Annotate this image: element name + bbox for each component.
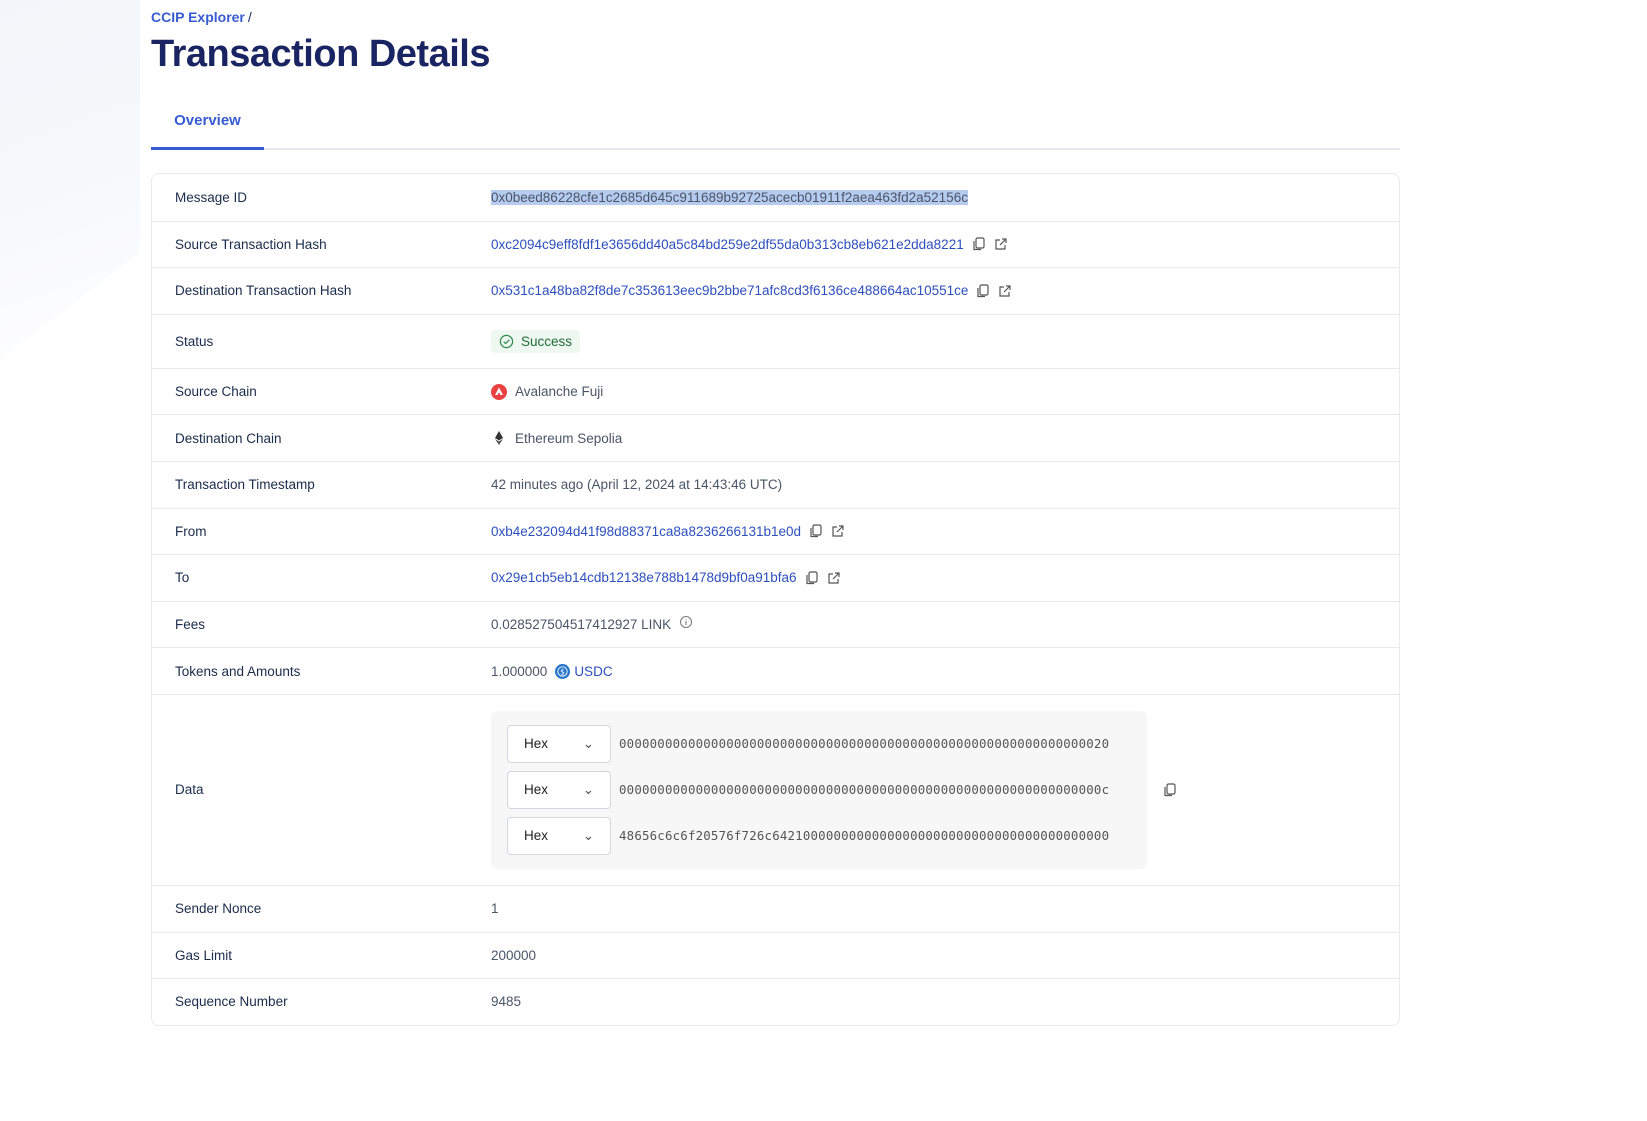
breadcrumb-separator: / (247, 9, 252, 25)
row-destination-chain: Destination Chain Ethereum Sepolia (152, 414, 1399, 461)
row-from: From 0xb4e232094d41f98d88371ca8a82362661… (152, 507, 1399, 555)
data-hex-value: 48656c6c6f20576f726c64210000000000000000… (619, 828, 1110, 844)
row-to: To 0x29e1cb5eb14cdb12138e788b1478d9bf0a9… (152, 554, 1399, 601)
external-link-icon[interactable] (994, 237, 1008, 251)
external-link-icon[interactable] (831, 524, 845, 538)
label: To (175, 570, 190, 586)
token-link[interactable]: $ USDC (555, 663, 613, 679)
label: Destination Chain (175, 430, 282, 446)
chevron-down-icon: ⌄ (582, 827, 594, 843)
data-hex-value: 0000000000000000000000000000000000000000… (619, 736, 1110, 752)
label: Message ID (175, 189, 248, 205)
copy-icon[interactable] (972, 237, 986, 251)
row-fees: Fees 0.028527504517412927 LINK (152, 600, 1399, 648)
format-select[interactable]: Hex ⌄ (507, 724, 611, 763)
row-destination-tx: Destination Transaction Hash 0x531c1a48b… (152, 267, 1399, 314)
data-box: Hex ⌄ 00000000000000000000000000000000000… (491, 710, 1147, 869)
timestamp-value: 42 minutes ago (April 12, 2024 at 14:43:… (491, 477, 783, 493)
row-status: Status Success (152, 313, 1399, 368)
usdc-icon: $ (555, 663, 571, 679)
format-select[interactable]: Hex ⌄ (507, 770, 611, 809)
from-address-link[interactable]: 0xb4e232094d41f98d88371ca8a8236266131b1e… (491, 523, 802, 539)
external-link-icon[interactable] (827, 571, 841, 585)
label: From (175, 523, 207, 539)
format-select-value: Hex (524, 736, 549, 752)
row-sender-nonce: Sender Nonce 1 (152, 884, 1399, 932)
label: Sequence Number (175, 994, 288, 1010)
info-icon[interactable] (679, 615, 693, 629)
external-link-icon[interactable] (998, 284, 1012, 298)
chevron-down-icon: ⌄ (582, 781, 594, 797)
fees-value: 0.028527504517412927 LINK (491, 617, 672, 633)
label: Destination Transaction Hash (175, 283, 352, 299)
status-text: Success (521, 333, 573, 349)
row-message-id: Message ID 0x0beed86228cfe1c2685d645c911… (152, 174, 1399, 221)
tab-overview[interactable]: Overview (151, 106, 264, 150)
row-timestamp: Transaction Timestamp 42 minutes ago (Ap… (152, 460, 1399, 508)
label: Gas Limit (175, 947, 233, 963)
svg-text:$: $ (560, 667, 565, 676)
copy-icon[interactable] (805, 571, 819, 585)
copy-icon[interactable] (809, 524, 823, 538)
data-line: Hex ⌄ 00000000000000000000000000000000000… (507, 724, 1131, 763)
background-decoration (0, 0, 140, 360)
label: Transaction Timestamp (175, 477, 315, 493)
check-circle-icon (499, 334, 514, 348)
details-card: Message ID 0x0beed86228cfe1c2685d645c911… (151, 173, 1400, 1026)
data-line: Hex ⌄ 00000000000000000000000000000000000… (507, 770, 1131, 809)
row-data: Data Hex ⌄ 000000000000000000000000000000… (152, 693, 1399, 885)
row-tokens: Tokens and Amounts 1.000000 $ USDC (152, 647, 1399, 694)
page-title: Transaction Details (151, 33, 490, 75)
token-symbol: USDC (574, 663, 613, 679)
page-content: CCIP Explorer / Transaction Details Overv… (151, 0, 1400, 1026)
row-source-chain: Source Chain Avalanche Fuji (152, 367, 1399, 415)
status-badge: Success (491, 329, 581, 353)
destination-tx-link[interactable]: 0x531c1a48ba82f8de7c353613eec9b2bbe71afc… (491, 283, 969, 299)
breadcrumb: CCIP Explorer / (151, 9, 1400, 25)
data-hex-value: 0000000000000000000000000000000000000000… (619, 782, 1110, 798)
copy-icon[interactable] (1163, 783, 1177, 797)
source-chain-value: Avalanche Fuji (515, 384, 604, 400)
format-select-value: Hex (524, 828, 549, 844)
row-gas-limit: Gas Limit 200000 (152, 931, 1399, 979)
gas-limit-value: 200000 (491, 947, 537, 963)
token-amount: 1.000000 (491, 663, 548, 679)
tab-bar: Overview (151, 106, 1400, 150)
label: Fees (175, 617, 206, 633)
row-source-tx: Source Transaction Hash 0xc2094c9eff8fdf… (152, 220, 1399, 268)
format-select[interactable]: Hex ⌄ (507, 816, 611, 855)
label: Tokens and Amounts (175, 663, 301, 679)
to-address-link[interactable]: 0x29e1cb5eb14cdb12138e788b1478d9bf0a91bf… (491, 570, 797, 586)
copy-icon[interactable] (976, 284, 990, 298)
row-sequence-number: Sequence Number 9485 (152, 978, 1399, 1025)
label: Source Transaction Hash (175, 236, 327, 252)
data-line: Hex ⌄ 48656c6c6f20576f726c642100000000000… (507, 816, 1131, 855)
chevron-down-icon: ⌄ (582, 735, 594, 751)
label: Data (175, 782, 204, 798)
nonce-value: 1 (491, 901, 499, 917)
destination-chain-value: Ethereum Sepolia (515, 430, 623, 446)
label: Status (175, 333, 214, 349)
label: Sender Nonce (175, 901, 262, 917)
message-id-value: 0x0beed86228cfe1c2685d645c911689b92725ac… (491, 189, 968, 205)
avalanche-icon (491, 383, 507, 400)
label: Source Chain (175, 384, 257, 400)
source-tx-link[interactable]: 0xc2094c9eff8fdf1e3656dd40a5c84bd259e2df… (491, 236, 964, 252)
ethereum-icon (495, 431, 503, 446)
breadcrumb-ccip-explorer[interactable]: CCIP Explorer (151, 9, 245, 25)
sequence-number-value: 9485 (491, 994, 522, 1010)
format-select-value: Hex (524, 782, 549, 798)
